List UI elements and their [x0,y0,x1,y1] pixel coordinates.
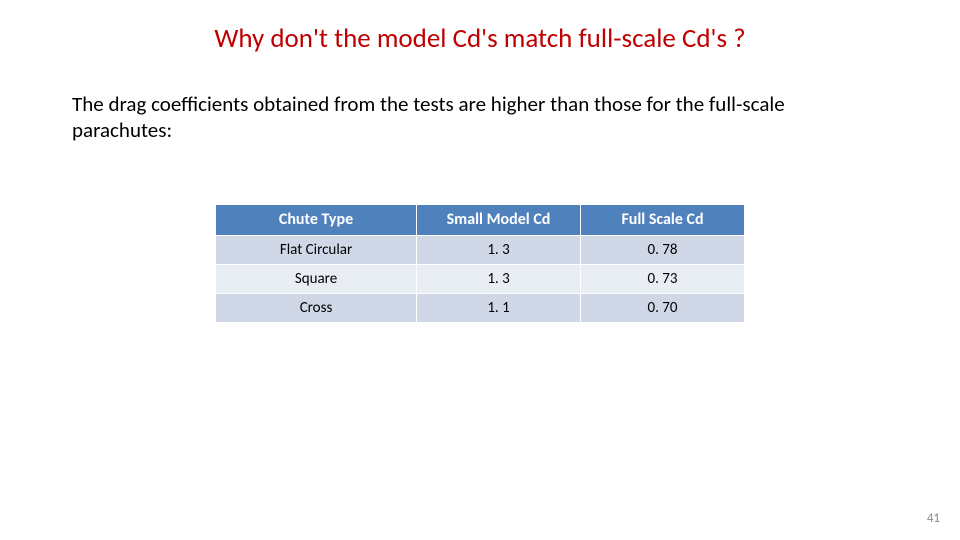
slide-title: Why don't the model Cd's match full-scal… [0,0,960,55]
cd-table: Chute Type Small Model Cd Full Scale Cd … [215,204,745,323]
col-header-small-model-cd: Small Model Cd [417,204,581,235]
table-row: Cross 1. 1 0. 70 [216,293,745,322]
body-text: The drag coefficients obtained from the … [0,55,960,144]
col-header-full-scale-cd: Full Scale Cd [581,204,745,235]
cell-small-model-cd: 1. 3 [417,264,581,293]
cell-full-scale-cd: 0. 73 [581,264,745,293]
table-row: Flat Circular 1. 3 0. 78 [216,235,745,264]
col-header-chute-type: Chute Type [216,204,417,235]
cell-small-model-cd: 1. 3 [417,235,581,264]
cell-full-scale-cd: 0. 70 [581,293,745,322]
cell-chute-type: Cross [216,293,417,322]
cell-chute-type: Flat Circular [216,235,417,264]
cell-small-model-cd: 1. 1 [417,293,581,322]
cell-chute-type: Square [216,264,417,293]
table-row: Square 1. 3 0. 73 [216,264,745,293]
cell-full-scale-cd: 0. 78 [581,235,745,264]
page-number: 41 [927,511,940,526]
table-header-row: Chute Type Small Model Cd Full Scale Cd [216,204,745,235]
